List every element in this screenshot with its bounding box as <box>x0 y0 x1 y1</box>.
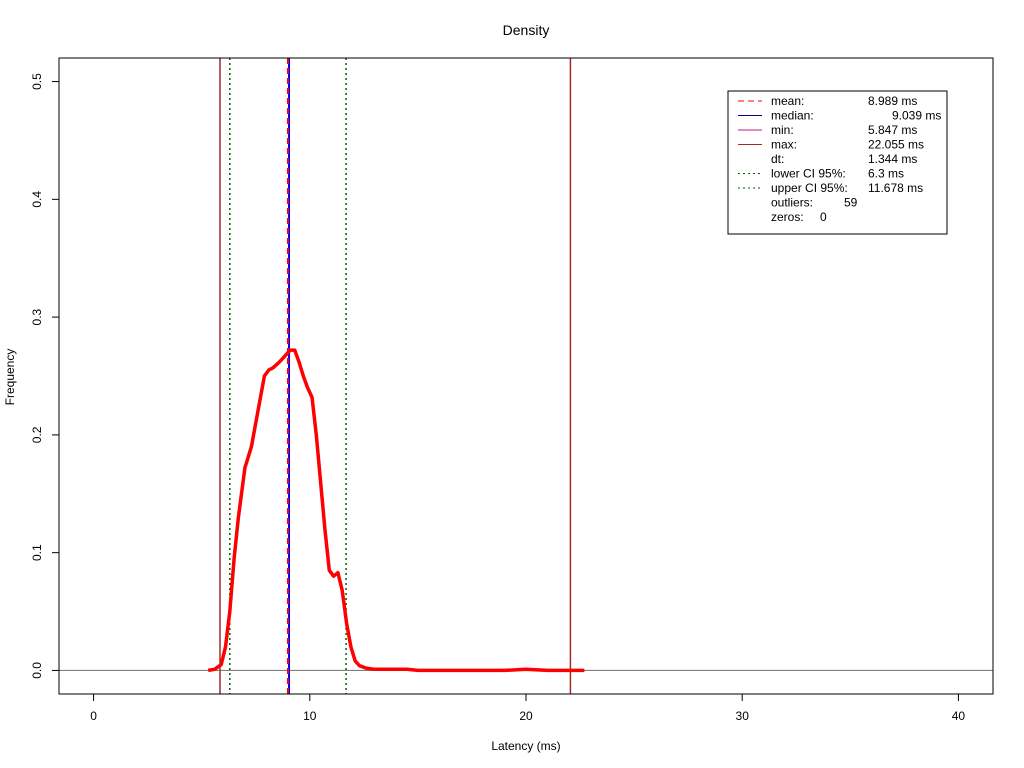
legend-value: 22.055 ms <box>868 138 924 152</box>
legend-label: outliers: <box>771 196 813 210</box>
legend-value: 11.678 ms <box>868 181 923 195</box>
legend-value: 6.3 ms <box>868 167 904 181</box>
x-tick-label: 10 <box>303 709 317 723</box>
x-tick-label: 20 <box>519 709 533 723</box>
legend-value: 0 <box>820 210 827 224</box>
legend-value: 1.344 ms <box>868 152 917 166</box>
legend-value: 5.847 ms <box>868 123 917 137</box>
y-axis-label: Frequency <box>3 349 17 406</box>
x-axis-label: Latency (ms) <box>491 739 560 753</box>
y-tick-label: 0.3 <box>30 308 44 325</box>
legend-value: 59 <box>844 196 858 210</box>
y-tick-label: 0.4 <box>30 191 44 208</box>
legend-value: 9.039 ms <box>892 109 941 123</box>
chart-title: Density <box>503 22 550 38</box>
legend-box <box>727 90 948 235</box>
legend-label: lower CI 95%: <box>771 167 846 181</box>
y-tick-label: 0.5 <box>30 73 44 90</box>
legend-label: dt: <box>771 152 784 166</box>
legend-value: 8.989 ms <box>868 94 917 108</box>
x-tick-label: 30 <box>736 709 750 723</box>
y-tick-label: 0.1 <box>30 544 44 561</box>
legend-label: max: <box>771 138 797 152</box>
legend-label: zeros: <box>771 210 804 224</box>
legend-label: mean: <box>771 94 804 108</box>
legend-label: min: <box>771 123 794 137</box>
x-tick-label: 0 <box>90 709 97 723</box>
legend-label: upper CI 95%: <box>771 181 848 195</box>
x-tick-label: 40 <box>952 709 966 723</box>
legend-label: median: <box>771 109 814 123</box>
density-curve <box>207 348 585 673</box>
y-tick-label: 0.0 <box>30 662 44 679</box>
y-tick-label: 0.2 <box>30 426 44 443</box>
